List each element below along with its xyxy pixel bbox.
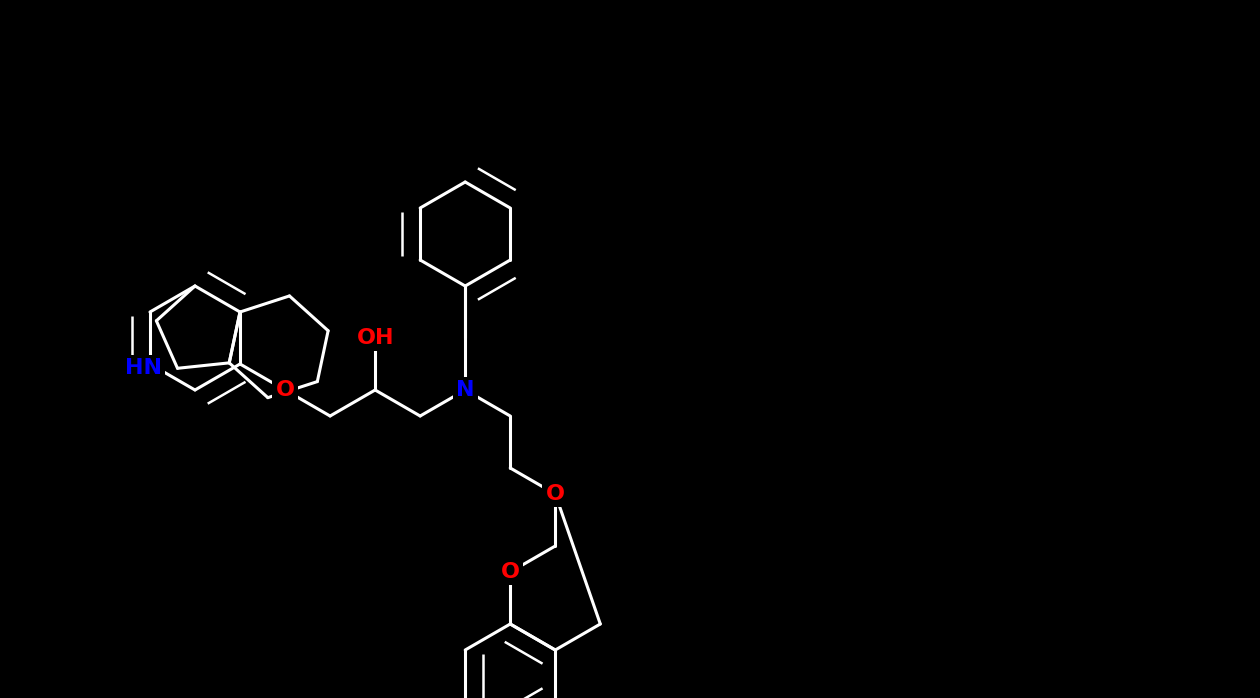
Text: N: N <box>456 380 475 400</box>
Text: HN: HN <box>125 358 161 378</box>
Text: O: O <box>500 562 519 582</box>
Text: OH: OH <box>357 328 394 348</box>
Text: O: O <box>276 380 295 400</box>
Text: O: O <box>546 484 564 504</box>
